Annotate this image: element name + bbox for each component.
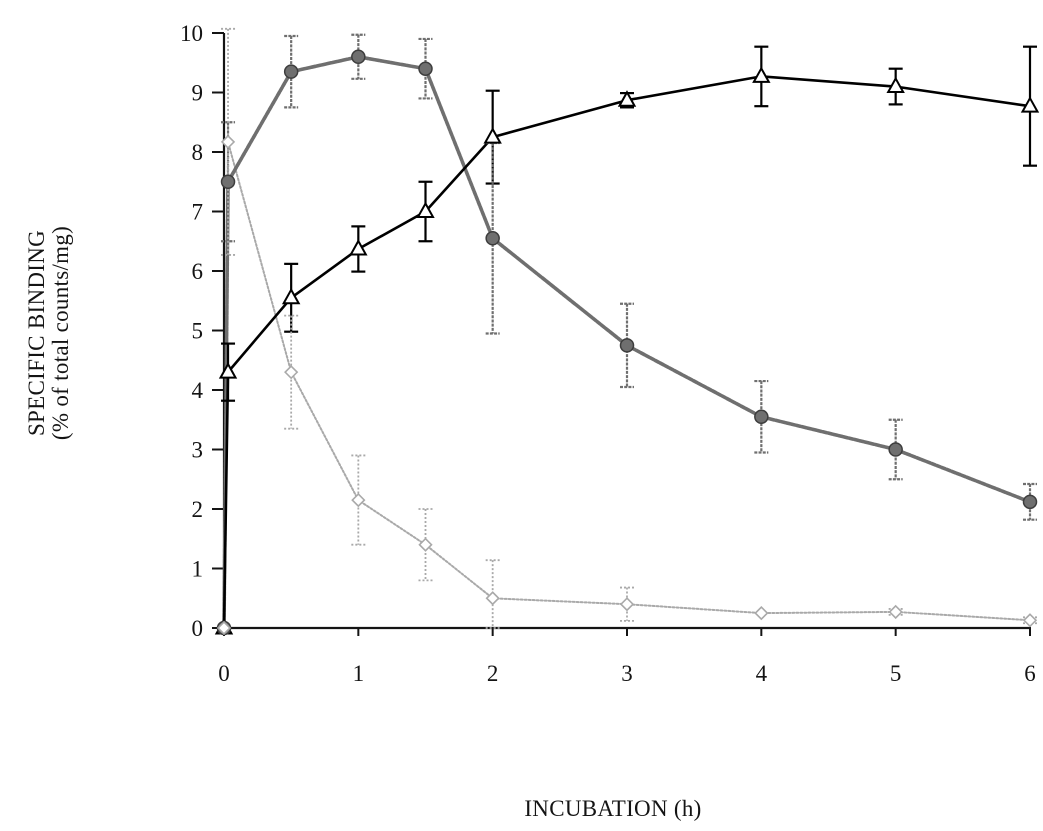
y-tick-label: 6 [192,259,204,284]
data-point-open-triangle [416,201,435,218]
error-bars [221,27,1037,629]
data-point-open-triangle [483,127,502,144]
data-point-filled-circle [485,231,500,246]
data-point-open-triangle [617,90,637,107]
data-point-open-triangle [281,287,301,305]
data-point-open-triangle [349,238,368,256]
data-point-open-diamond [284,365,299,380]
data-point-open-diamond [418,537,433,552]
data-point-filled-circle [351,49,366,65]
data-point-open-diamond [619,597,635,612]
y-tick-label: 2 [192,497,204,522]
x-axis-title: INCUBATION (h) [524,796,701,821]
x-tick-label: 0 [218,661,230,686]
y-axis-title-line-1: SPECIFIC BINDING [24,230,49,436]
data-point-open-diamond [754,605,769,621]
x-tick-label: 3 [621,661,633,686]
data-point-filled-circle [418,61,433,76]
y-tick-label: 10 [180,21,203,46]
data-point-filled-circle [220,174,236,189]
data-point-open-diamond [1022,613,1038,628]
y-tick-label: 8 [192,140,204,165]
data-point-filled-circle [754,409,769,425]
x-tick-label: 1 [353,661,365,686]
data-point-filled-circle [1022,494,1038,510]
data-point-filled-circle [283,64,299,79]
x-tick-label: 4 [756,661,768,686]
data-point-open-triangle [752,66,771,83]
y-tick-label: 4 [192,378,204,403]
y-tick-label: 3 [192,438,204,463]
data-point-open-triangle [218,362,238,379]
x-tick-label: 2 [487,661,499,686]
y-tick-label: 5 [192,319,204,344]
data-markers [214,49,1040,636]
data-point-filled-circle [888,442,903,457]
y-tick-label: 7 [192,200,204,225]
data-point-open-diamond [216,620,232,636]
series-lines [222,54,1032,630]
series-line-filled-circle [222,54,1032,630]
x-tick-label: 5 [890,661,902,686]
series-line-open-triangle [222,75,1032,630]
data-point-open-diamond [351,492,366,508]
axis-ticks: 0 1 2 3 4 5 6 7 8 9 10 0 1 2 3 4 5 6 [180,21,1036,686]
series-line-open-diamond [223,140,1031,629]
data-point-open-diamond [485,591,500,606]
x-tick-label: 6 [1024,661,1036,686]
y-tick-label: 0 [192,616,204,641]
data-point-filled-circle [619,338,635,353]
data-point-open-triangle [886,76,905,94]
data-point-open-diamond [220,134,236,150]
error-bar [620,302,634,389]
data-point-open-diamond [888,604,903,620]
y-axis-title-line-2: (% of total counts/mg) [48,226,73,440]
y-tick-label: 1 [192,557,204,582]
y-tick-label: 9 [192,81,204,106]
data-point-open-triangle [1020,96,1040,113]
